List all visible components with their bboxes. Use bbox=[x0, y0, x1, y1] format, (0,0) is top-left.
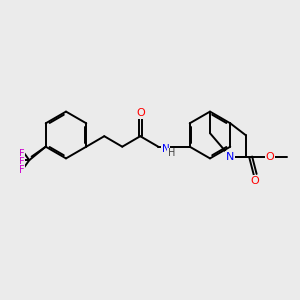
Text: N: N bbox=[162, 144, 169, 154]
Text: H: H bbox=[168, 148, 175, 158]
Text: F: F bbox=[19, 148, 25, 159]
Text: F: F bbox=[19, 165, 25, 175]
Text: F: F bbox=[19, 157, 25, 167]
Text: O: O bbox=[251, 176, 260, 186]
Text: N: N bbox=[226, 152, 235, 162]
Text: O: O bbox=[266, 152, 274, 162]
Text: O: O bbox=[136, 108, 145, 118]
